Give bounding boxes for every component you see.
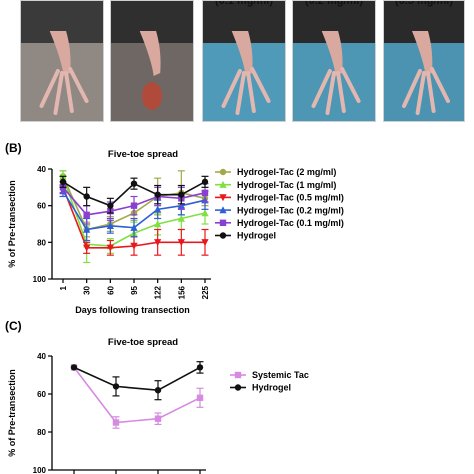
data-point	[201, 209, 209, 217]
panel-letter: (C)	[5, 319, 22, 333]
data-point	[196, 364, 204, 371]
x-tick-label: 1	[59, 285, 68, 290]
data-point	[70, 364, 78, 371]
data-point	[154, 387, 162, 394]
legend-label: Systemic Tac	[252, 370, 309, 380]
chart-title: Five-toe spread	[108, 149, 178, 160]
legend-label: Hydrogel-Tac (1 mg/ml)	[237, 180, 336, 190]
data-point	[154, 239, 162, 247]
data-point	[196, 394, 204, 401]
paw-photo-image	[384, 1, 464, 121]
data-point	[83, 211, 90, 219]
photo-concentration-label: (0.5 mg/ml)	[394, 0, 454, 7]
y-tick-label: 100	[33, 275, 47, 284]
data-point	[130, 242, 138, 250]
data-point	[177, 239, 185, 247]
data-point	[83, 193, 90, 200]
paw-photo-1	[20, 0, 104, 122]
data-point	[130, 180, 138, 187]
panel-letter: (B)	[5, 141, 22, 155]
y-axis-label: % of Pre-transection	[7, 180, 17, 268]
data-point	[59, 178, 67, 186]
data-point	[130, 202, 138, 209]
legend-label: Hydrogel-Tac (2 mg/ml)	[237, 167, 336, 177]
legend-swatch-marker	[234, 371, 242, 379]
legend-swatch-marker	[219, 232, 227, 239]
paw-photo-strip: (0.1 mg/ml) (0.2 mg/ml) (0.5 mg/ml)	[0, 0, 474, 130]
y-tick-label: 40	[37, 352, 46, 361]
series-line	[73, 366, 201, 424]
data-point	[112, 419, 120, 426]
data-point	[154, 205, 162, 213]
legend-swatch-marker	[219, 180, 227, 188]
data-point	[201, 239, 209, 247]
data-point	[177, 214, 185, 222]
data-point	[83, 225, 91, 233]
paw-photo-image	[203, 1, 285, 121]
y-tick-label: 40	[37, 165, 46, 174]
legend-swatch-marker	[219, 194, 227, 202]
data-point	[178, 191, 185, 198]
paw-photo-image	[111, 1, 193, 121]
series-line	[73, 366, 201, 392]
paw-photo-4: (0.2 mg/ml)	[292, 0, 376, 122]
paw-photo-2	[110, 0, 194, 122]
legend-swatch-marker	[219, 219, 227, 226]
data-point	[83, 244, 91, 252]
legend-swatch-marker	[219, 206, 227, 214]
data-point	[112, 383, 120, 390]
x-tick-label: 122	[154, 285, 163, 299]
data-point	[130, 223, 138, 231]
data-point	[106, 244, 114, 252]
data-point	[201, 189, 209, 197]
y-tick-label: 60	[37, 390, 46, 399]
legend-label: Hydrogel-Tac (0.1 mg/ml)	[237, 218, 344, 228]
legend-label: Hydrogel	[252, 383, 291, 393]
x-tick-label: 60	[106, 285, 115, 294]
data-point	[154, 220, 162, 228]
chart-title: Five-toe spread	[108, 337, 178, 348]
data-point	[154, 415, 162, 422]
photo-concentration-label: (0.2 mg/ml)	[304, 0, 364, 7]
data-point	[154, 191, 161, 198]
x-tick-label: 156	[177, 285, 186, 299]
y-tick-label: 80	[37, 428, 46, 437]
legend-label: Hydrogel-Tac (0.2 mg/ml)	[237, 205, 344, 215]
paw-photo-5: (0.5 mg/ml)	[383, 0, 465, 122]
data-point	[106, 222, 114, 230]
x-tick-label: 225	[201, 285, 210, 299]
data-point	[107, 202, 114, 209]
paw-photo-3: (0.1 mg/ml)	[202, 0, 286, 122]
legend-swatch-marker	[234, 384, 242, 391]
paw-photo-image	[21, 1, 103, 121]
legend-label: Hydrogel	[237, 231, 276, 241]
paw-photo-image	[293, 1, 375, 121]
x-tick-label: 30	[83, 285, 92, 294]
y-axis-label: % of Pre-transection	[7, 369, 17, 457]
photo-concentration-label: (0.1 mg/ml)	[214, 0, 274, 7]
y-tick-label: 60	[37, 202, 46, 211]
x-axis-label: Days following transection	[75, 305, 190, 315]
y-tick-label: 100	[33, 466, 47, 474]
data-point	[201, 178, 209, 186]
legend-swatch-marker	[219, 168, 227, 176]
x-tick-label: 95	[130, 285, 139, 294]
legend-label: Hydrogel-Tac (0.5 mg/ml)	[237, 193, 344, 203]
y-tick-label: 80	[37, 238, 46, 247]
